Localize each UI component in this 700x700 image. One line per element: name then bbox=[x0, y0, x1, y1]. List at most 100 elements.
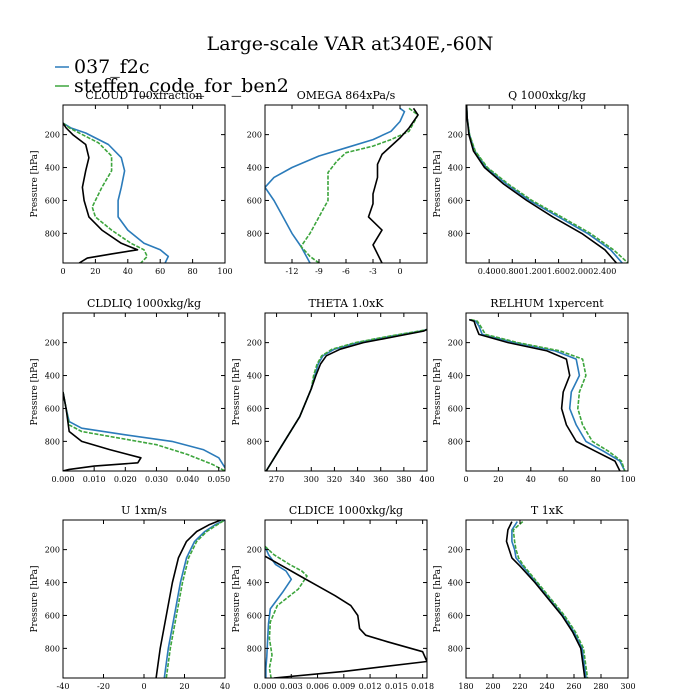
panel-title: T 1xK bbox=[531, 504, 564, 517]
x-tick-label: 0 bbox=[60, 267, 65, 276]
x-tick-label: 0.050 bbox=[207, 475, 230, 484]
x-tick-label: 0.015 bbox=[385, 682, 408, 691]
y-tick-label: 600 bbox=[448, 611, 463, 620]
y-axis-label: Pressure [hPa] bbox=[30, 150, 40, 217]
x-tick-label: 400 bbox=[419, 475, 434, 484]
y-tick-label: 800 bbox=[247, 644, 262, 653]
y-tick-label: 600 bbox=[247, 611, 262, 620]
series-group bbox=[466, 105, 628, 263]
y-tick-label: 800 bbox=[448, 644, 463, 653]
y-axis-label: Pressure [hPa] bbox=[433, 358, 443, 425]
y-tick-label: 200 bbox=[448, 339, 463, 348]
series-line-2 bbox=[63, 391, 142, 471]
panel-7: CLDICE 1000xkg/kg 0.000 0.003 0.006 0.009 0.0… bbox=[232, 504, 434, 691]
panel-5: RELHUM 1xpercent 0 20 40 60 80 100 200 400 600 800… bbox=[433, 297, 636, 484]
x-tick-label: -3 bbox=[369, 267, 377, 276]
series-line-0 bbox=[63, 122, 170, 263]
panel-title: OMEGA 864xPa/s bbox=[297, 89, 396, 102]
panel-2: Q 1000xkg/kg 0.400 0.800 1.200 1.600 2.000 2.4… bbox=[433, 89, 629, 276]
figure-title: Large-scale VAR at340E,-60N bbox=[207, 33, 494, 55]
panel-1: OMEGA 864xPa/s -12 -9 -6 -3 0 200 400 600 800 bbox=[247, 89, 428, 276]
series-line-2 bbox=[468, 318, 621, 471]
panel-title: Q 1000xkg/kg bbox=[508, 89, 586, 102]
y-tick-label: 800 bbox=[247, 437, 262, 446]
x-tick-label: 0.012 bbox=[359, 682, 382, 691]
y-axis-label: Pressure [hPa] bbox=[433, 150, 443, 217]
series-line-1 bbox=[265, 328, 427, 471]
panel-frame bbox=[264, 312, 428, 472]
x-tick-label: 20 bbox=[179, 682, 189, 691]
series-line-1 bbox=[466, 105, 628, 263]
x-tick-label: -9 bbox=[315, 267, 323, 276]
x-tick-label: 40 bbox=[123, 267, 133, 276]
x-tick-label: -20 bbox=[97, 682, 110, 691]
y-tick-label: 200 bbox=[45, 546, 60, 555]
x-tick-label: 40 bbox=[220, 682, 230, 691]
panel-frame bbox=[465, 104, 629, 264]
series-line-1 bbox=[63, 122, 148, 263]
y-tick-label: 600 bbox=[247, 404, 262, 413]
y-tick-label: 800 bbox=[448, 229, 463, 238]
legend: 037_f2c steffen_code_for_ben2 bbox=[55, 56, 289, 97]
panel-4: THETA 1.0xK 270 300 320 340 360 380 400 200 400 60… bbox=[232, 297, 435, 484]
y-tick-label: 600 bbox=[448, 404, 463, 413]
x-tick-label: 0 bbox=[141, 682, 146, 691]
y-tick-label: 800 bbox=[45, 644, 60, 653]
series-line-0 bbox=[265, 107, 406, 263]
x-tick-label: 60 bbox=[558, 475, 568, 484]
y-tick-label: 600 bbox=[448, 196, 463, 205]
y-axis-label: Pressure [hPa] bbox=[30, 358, 40, 425]
x-tick-label: 1.600 bbox=[547, 267, 570, 276]
series-group bbox=[63, 122, 170, 263]
x-tick-label: 360 bbox=[373, 475, 388, 484]
x-tick-label: 0.009 bbox=[332, 682, 355, 691]
x-tick-label: 0.000 bbox=[254, 682, 277, 691]
y-tick-label: 400 bbox=[448, 372, 463, 381]
x-tick-label: 80 bbox=[188, 267, 198, 276]
panel-frame bbox=[62, 104, 226, 264]
y-axis-label: Pressure [hPa] bbox=[433, 565, 443, 632]
x-tick-label: 2.000 bbox=[570, 267, 593, 276]
y-tick-label: 400 bbox=[448, 579, 463, 588]
y-tick-label: 200 bbox=[448, 546, 463, 555]
x-tick-label: 1.200 bbox=[524, 267, 547, 276]
y-tick-label: 800 bbox=[45, 229, 60, 238]
x-tick-label: 100 bbox=[620, 475, 635, 484]
x-tick-label: 200 bbox=[485, 682, 500, 691]
x-tick-label: 0.020 bbox=[114, 475, 137, 484]
series-line-2 bbox=[63, 122, 139, 263]
x-tick-label: 100 bbox=[217, 267, 232, 276]
y-axis-label: Pressure [hPa] bbox=[232, 565, 242, 632]
x-tick-label: 2.400 bbox=[593, 267, 616, 276]
series-line-0 bbox=[469, 318, 626, 471]
x-tick-label: 0.018 bbox=[411, 682, 434, 691]
y-tick-label: 800 bbox=[45, 437, 60, 446]
x-tick-label: 60 bbox=[155, 267, 165, 276]
panel-frame bbox=[264, 104, 428, 264]
y-tick-label: 200 bbox=[448, 131, 463, 140]
x-tick-label: 80 bbox=[591, 475, 601, 484]
panel-3: CLDLIQ 1000xkg/kg 0.000 0.010 0.020 0.030 0.0… bbox=[30, 297, 230, 484]
panel-frame bbox=[465, 519, 629, 679]
x-tick-label: 0 bbox=[463, 475, 468, 484]
x-tick-label: 240 bbox=[539, 682, 554, 691]
y-tick-label: 200 bbox=[247, 131, 262, 140]
y-tick-label: 400 bbox=[247, 579, 262, 588]
panel-8: T 1xK 180 200 220 240 260 280 300 200 400 600 800 Pr… bbox=[433, 504, 636, 691]
y-tick-label: 400 bbox=[247, 164, 262, 173]
series-group bbox=[505, 521, 589, 678]
y-tick-label: 400 bbox=[45, 579, 60, 588]
x-tick-label: 0.030 bbox=[145, 475, 168, 484]
x-tick-label: 20 bbox=[90, 267, 100, 276]
panel-frame bbox=[62, 519, 226, 679]
y-tick-label: 600 bbox=[45, 404, 60, 413]
panel-title: CLOUD 100xfraction bbox=[85, 89, 202, 102]
x-tick-label: 0.006 bbox=[306, 682, 329, 691]
x-tick-label: 0.800 bbox=[501, 267, 524, 276]
series-line-1 bbox=[512, 521, 589, 678]
x-tick-label: -40 bbox=[57, 682, 70, 691]
x-tick-label: 270 bbox=[269, 475, 284, 484]
y-tick-label: 800 bbox=[247, 229, 262, 238]
